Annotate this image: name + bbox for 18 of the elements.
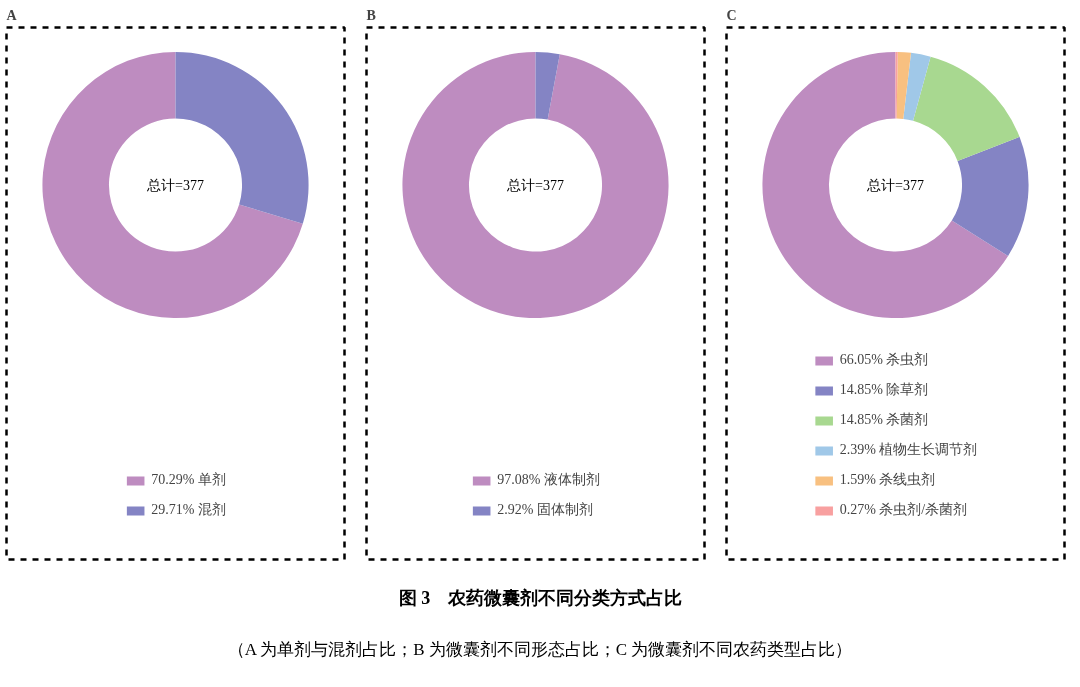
legend-label: 2.39% 植物生长调节剂 (839, 441, 978, 459)
legend-label: 0.27% 杀虫剂/杀菌剂 (839, 501, 968, 519)
text: 总计=377 (506, 177, 564, 193)
legend-label: 14.85% 除草剂 (839, 381, 929, 399)
text: 总计=377 (146, 177, 204, 193)
text: 总计=377 (866, 177, 924, 193)
legend-label: 97.08% 液体制剂 (497, 471, 600, 489)
caption: 图 3 农药微囊剂不同分类方式占比 (398, 587, 683, 608)
legend-label: 29.71% 混剂 (151, 501, 226, 519)
legend-label: 66.05% 杀虫剂 (839, 351, 929, 369)
legend-label: 14.85% 杀菌剂 (839, 411, 929, 429)
text: （A 为单剂与混剂占比；B 为微囊剂不同形态占比；C 为微囊剂不同农药类型占比） (227, 639, 853, 659)
chart-title: A (6, 7, 18, 23)
chart-title: C (726, 7, 737, 23)
legend-label: 1.59% 杀线虫剂 (839, 471, 936, 489)
chart-title: B (366, 7, 376, 23)
legend-label: 2.92% 固体制剂 (497, 501, 593, 519)
legend-label: 70.29% 单剂 (151, 471, 226, 489)
